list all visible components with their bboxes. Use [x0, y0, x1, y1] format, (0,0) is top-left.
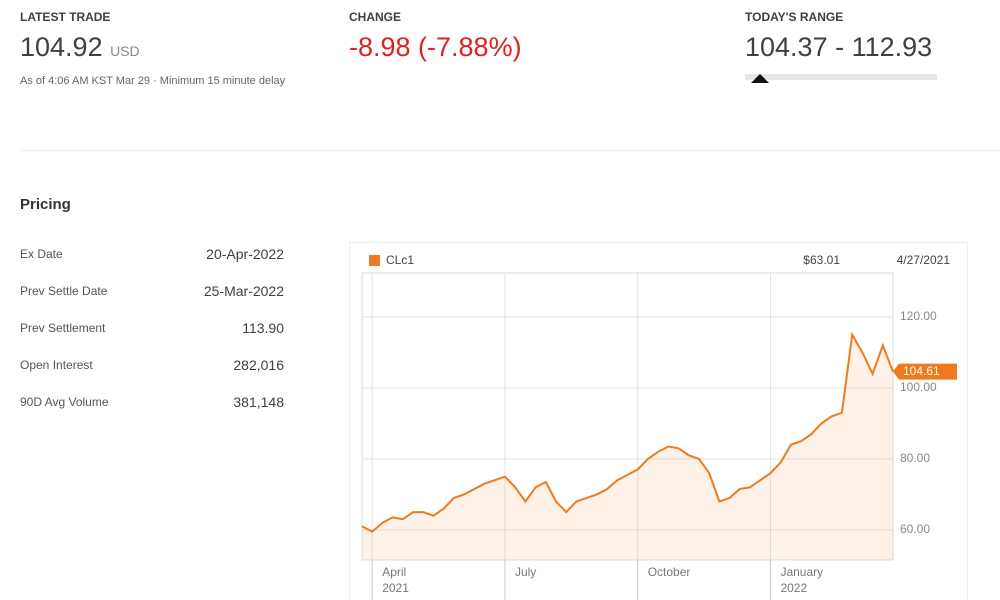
area: [362, 334, 893, 560]
row-value: 20-Apr-2022: [206, 246, 284, 262]
row-value: 381,148: [233, 394, 284, 410]
y-tick-label: 80.00: [900, 451, 930, 465]
chart-frame: [349, 242, 968, 600]
x-tick-label: October: [648, 565, 691, 579]
label: CHANGE: [349, 10, 402, 24]
row-label: Prev Settlement: [20, 321, 106, 335]
line: [361, 331, 894, 533]
chart: $63.01 4/27/2021 60.00 80.00 100.00 120.00 A…: [349, 242, 968, 600]
y-tick-label: 60.00: [900, 522, 930, 536]
divider: [20, 150, 1000, 151]
range-bar: [745, 74, 937, 80]
row-label: Prev Settle Date: [20, 284, 108, 298]
section-title: Pricing: [20, 196, 71, 213]
row-label: Open Interest: [20, 358, 93, 372]
row-value: 282,016: [233, 357, 284, 373]
x-tick-label: April 2021: [382, 565, 409, 595]
row-value: 113.90: [242, 320, 284, 336]
latest-trade: 104.92 USD: [20, 32, 140, 63]
tooltip-date: 4/27/2021: [897, 253, 951, 267]
y-tick-label: 100.00: [900, 380, 937, 394]
value: 104.92: [20, 32, 103, 62]
row-label: 90D Avg Volume: [20, 395, 109, 409]
plot-frame: [361, 272, 894, 561]
range-marker: [751, 74, 769, 83]
x-tick-label: July: [515, 565, 536, 579]
last-value-label: 104.61: [903, 364, 940, 378]
range: 104.37 - 112.93: [745, 32, 933, 62]
note: As of 4:06 AM KST Mar 29 · Minimum 15 mi…: [20, 75, 286, 87]
legend-swatch: [369, 255, 380, 266]
tooltip-value: $63.01: [803, 253, 840, 267]
label: LATEST TRADE: [20, 10, 111, 24]
y-tick-label: 120.00: [900, 309, 937, 323]
label: TODAY'S RANGE: [745, 10, 844, 24]
last-value-tag: [893, 363, 957, 380]
x-tick-label: January 2022: [780, 565, 823, 595]
row-value: 25-Mar-2022: [203, 283, 284, 299]
change: -8.98 (-7.88%): [349, 32, 522, 62]
legend-label: CLc1: [386, 253, 414, 267]
currency: USD: [110, 43, 140, 59]
row-label: Ex Date: [20, 247, 63, 261]
